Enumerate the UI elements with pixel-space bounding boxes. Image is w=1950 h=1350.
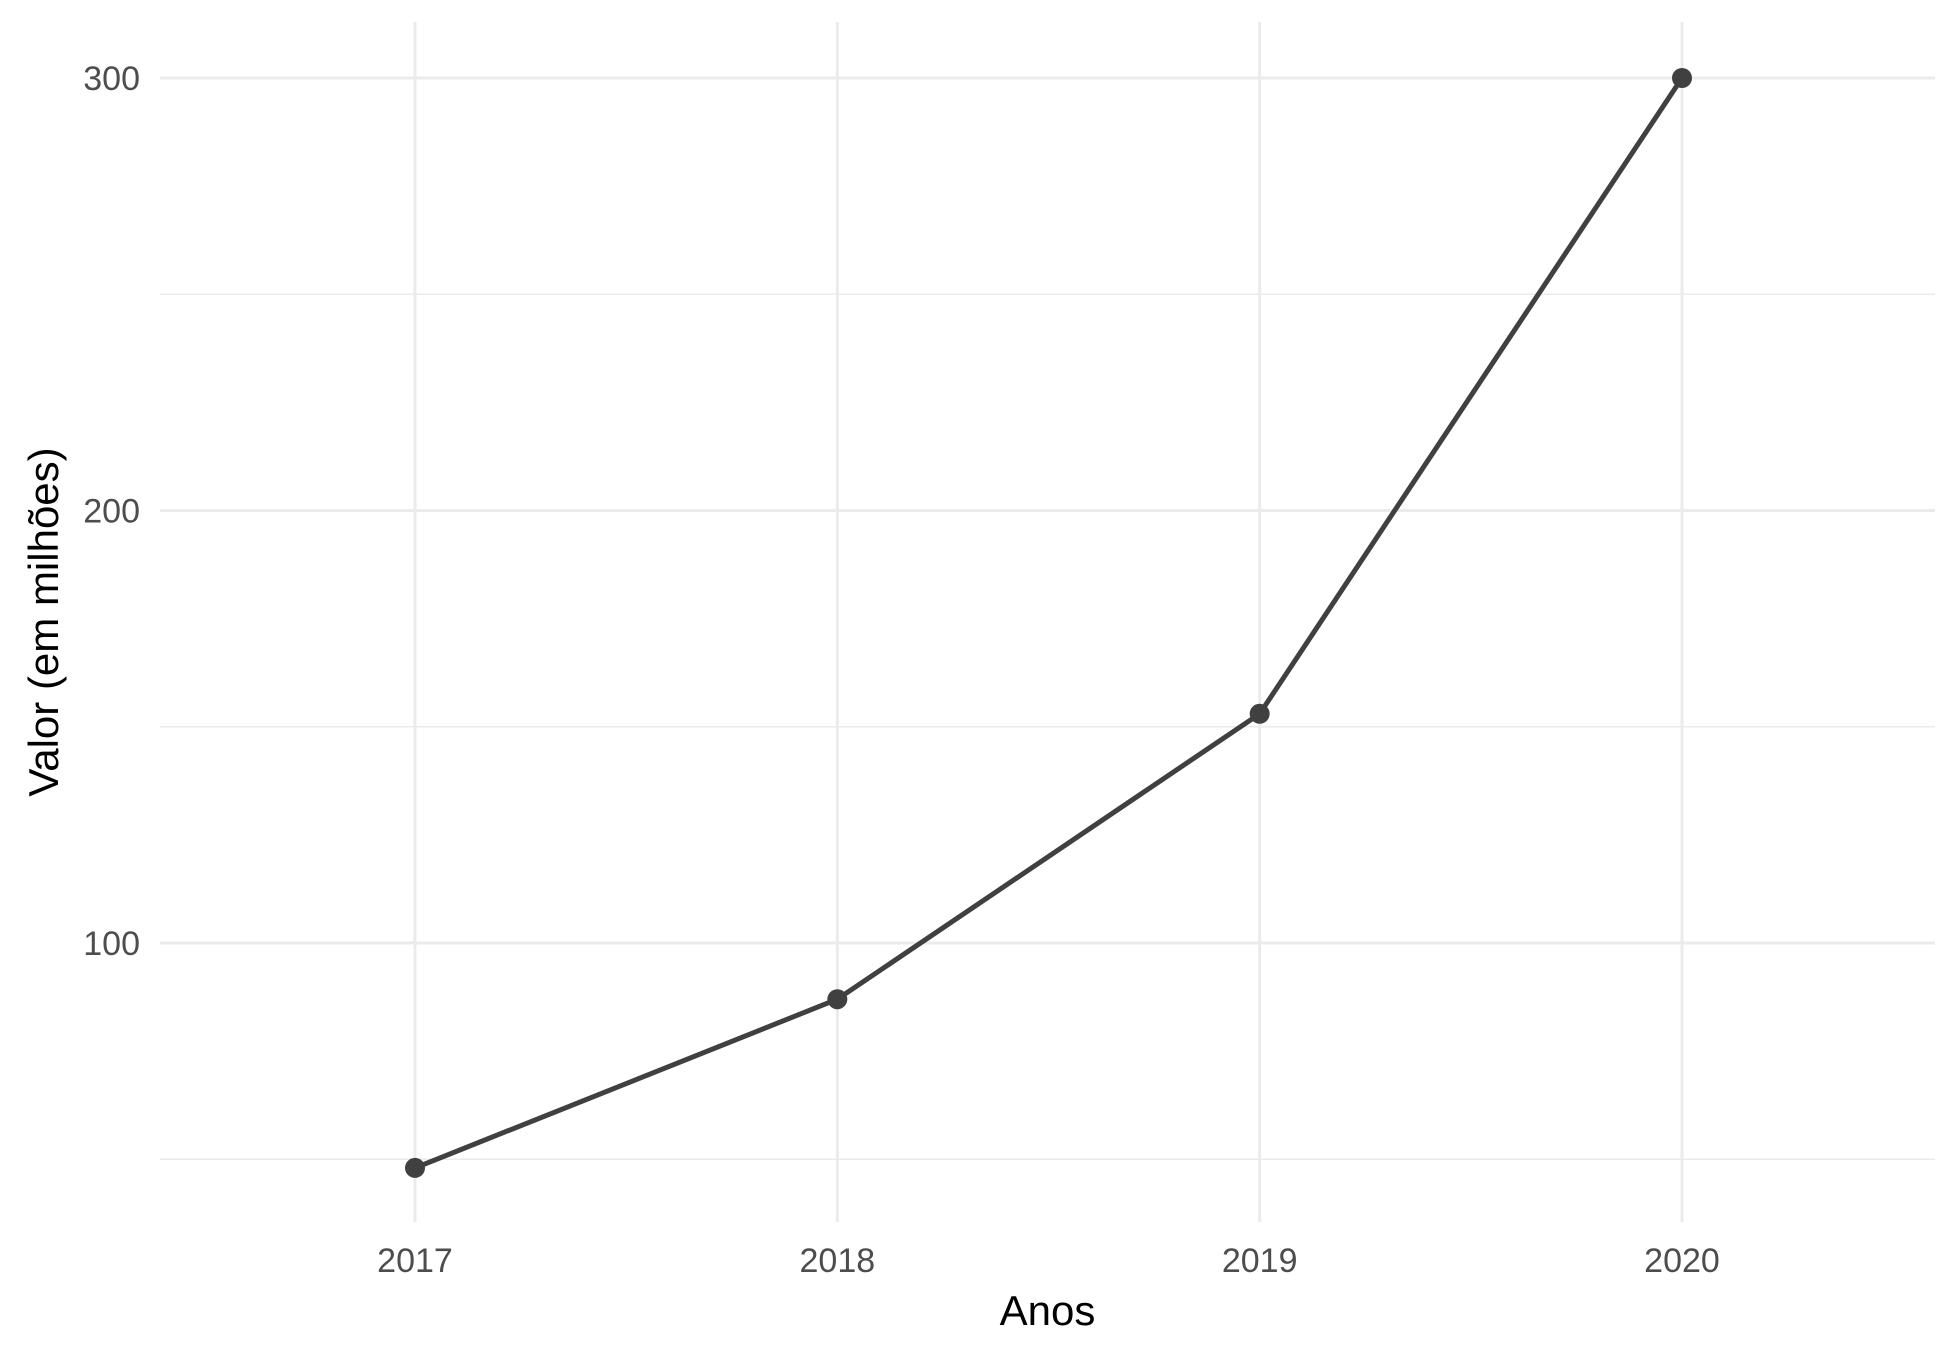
y-axis-title: Valor (em milhões) bbox=[20, 447, 67, 796]
data-point bbox=[1672, 68, 1692, 88]
x-tick-label: 2019 bbox=[1222, 1242, 1298, 1280]
y-tick-label: 300 bbox=[83, 60, 140, 98]
data-point bbox=[827, 989, 848, 1010]
data-point bbox=[1249, 703, 1270, 724]
y-tick-label: 200 bbox=[83, 493, 140, 531]
data-point bbox=[405, 1157, 425, 1178]
x-axis-title: Anos bbox=[1000, 1287, 1096, 1334]
y-axis-ticks: 100 200 300 bbox=[83, 60, 140, 963]
x-tick-label: 2018 bbox=[800, 1242, 876, 1280]
y-tick-label: 100 bbox=[83, 925, 140, 963]
x-tick-label: 2017 bbox=[377, 1242, 453, 1280]
x-tick-label: 2020 bbox=[1644, 1242, 1720, 1280]
series-line bbox=[412, 75, 1685, 1171]
grid bbox=[160, 22, 1935, 1222]
series bbox=[405, 68, 1692, 1178]
x-axis-ticks: 2017 2018 2019 2020 bbox=[377, 1242, 1720, 1280]
